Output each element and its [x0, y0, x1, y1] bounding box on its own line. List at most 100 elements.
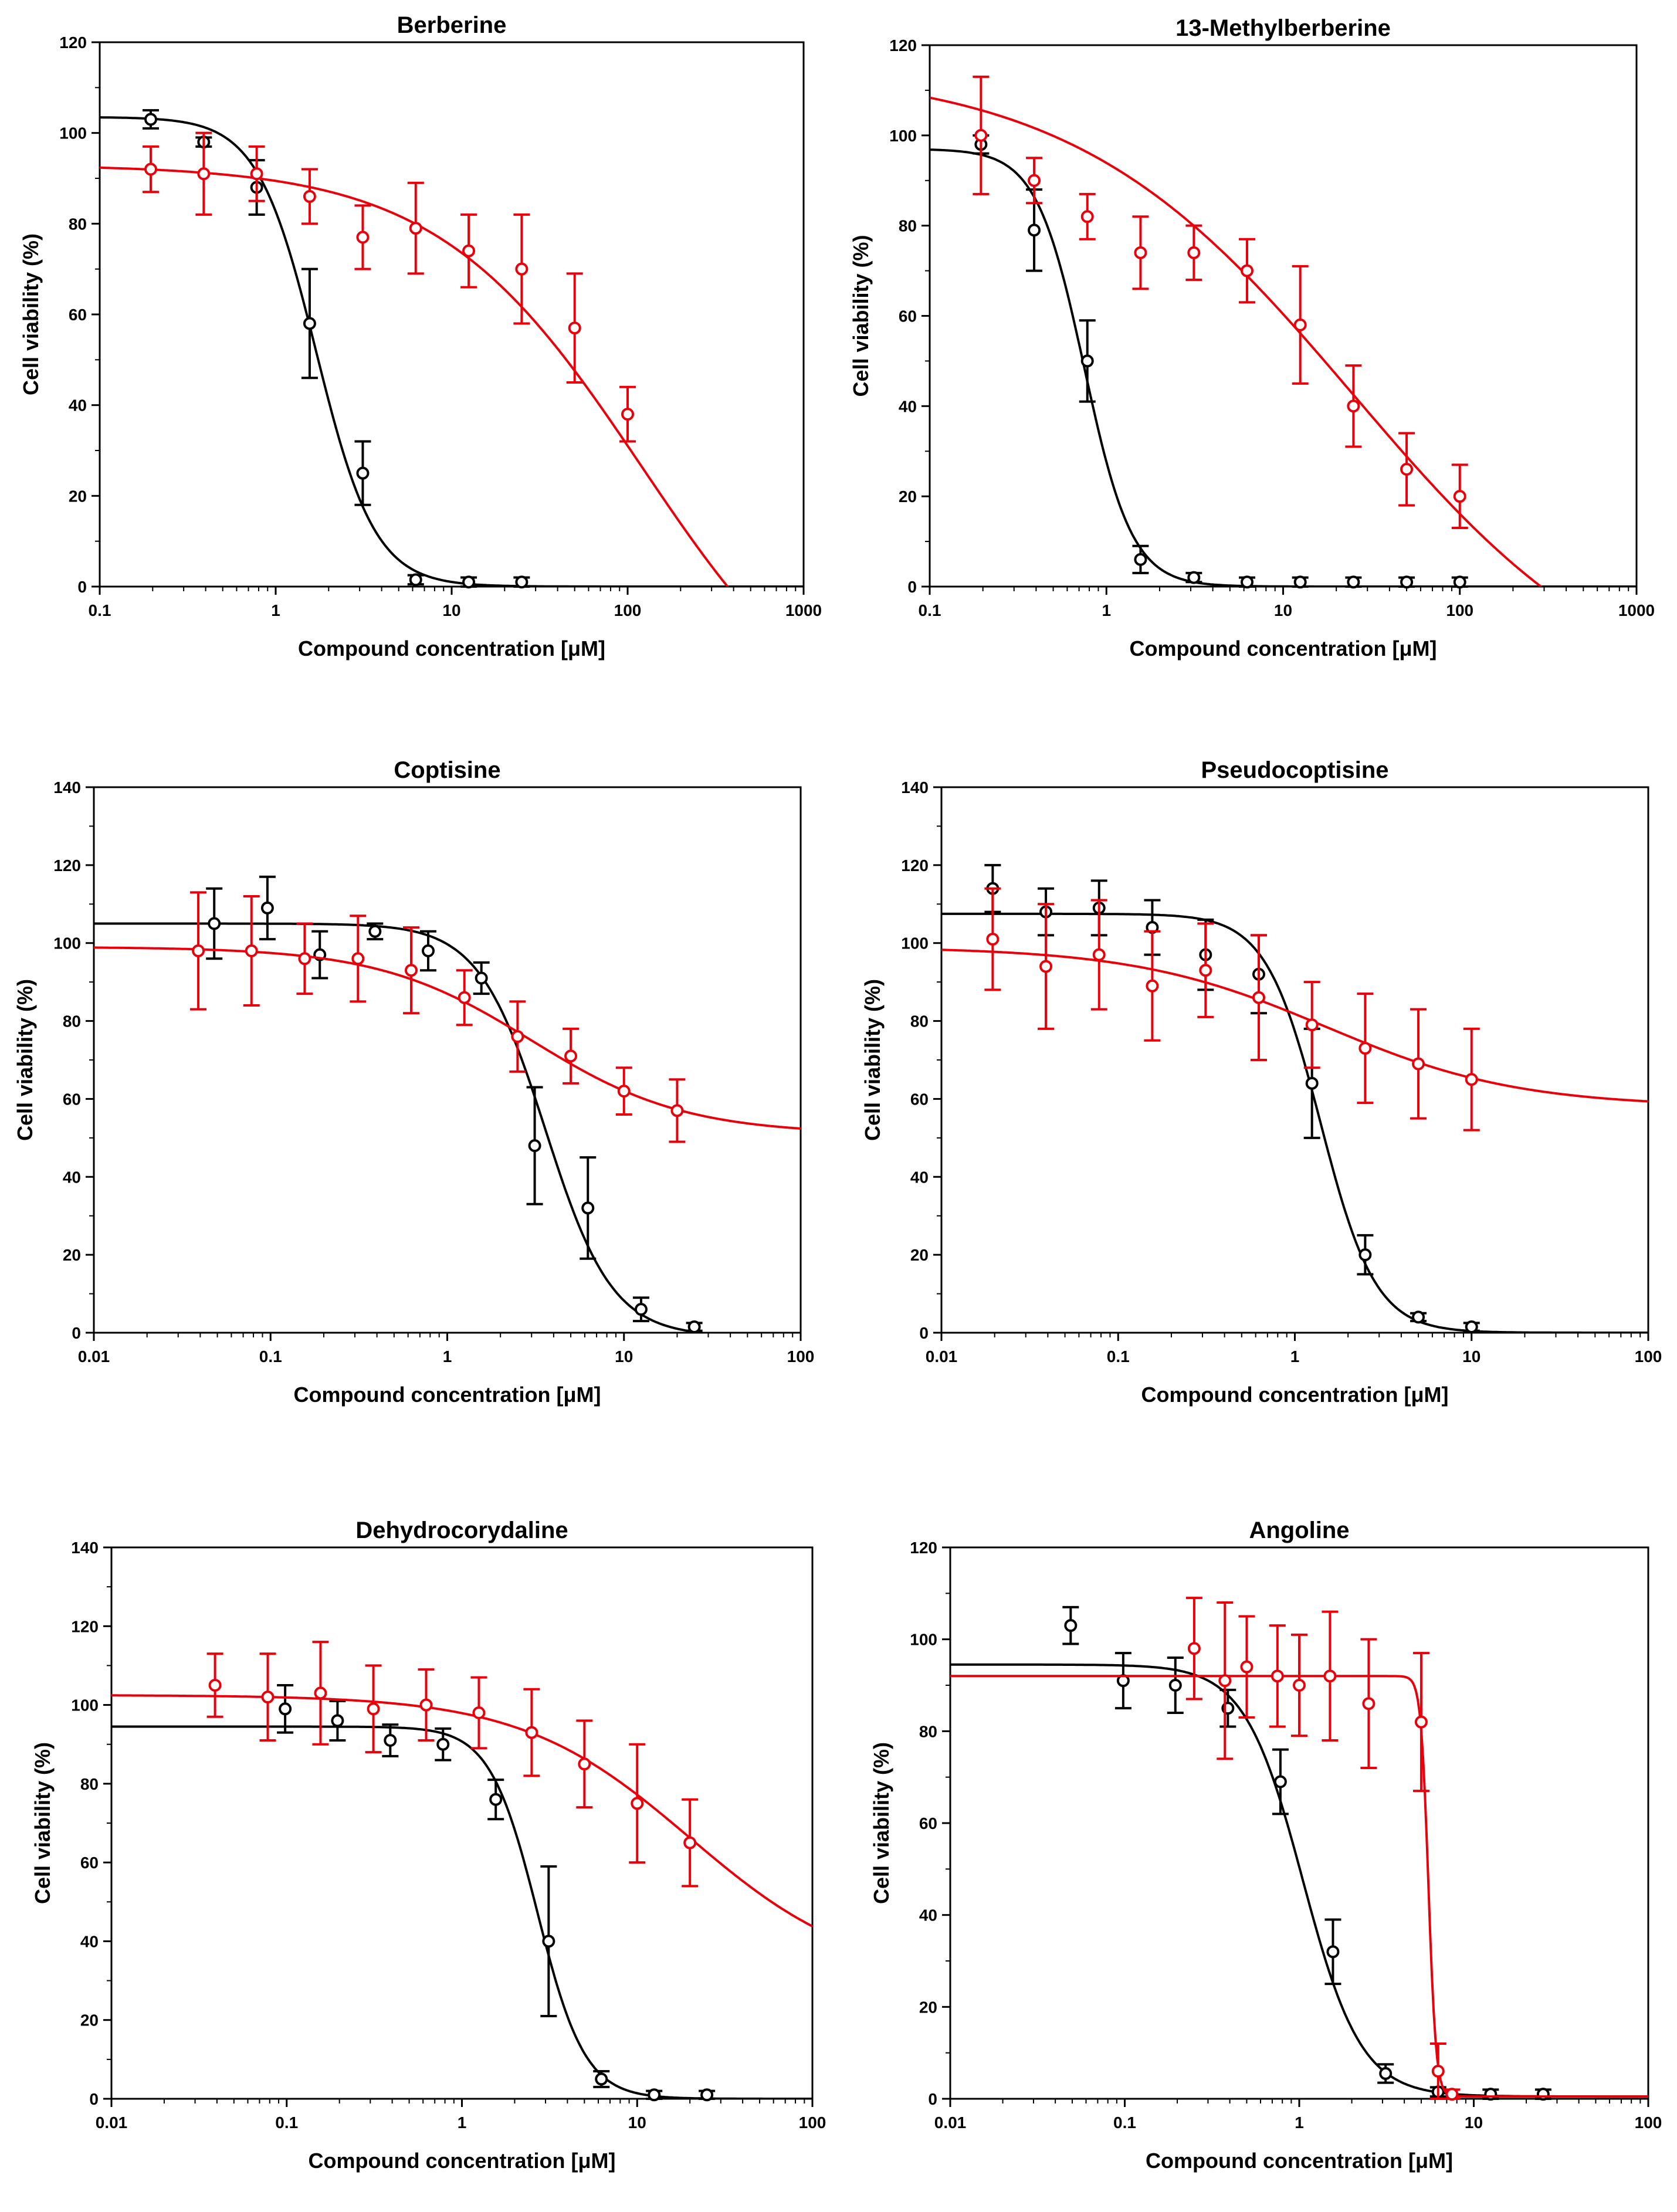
x-tick-label: 0.01: [934, 2113, 967, 2132]
fit-curve-red: [941, 949, 1648, 1103]
data-point-red: [1293, 1679, 1306, 1692]
plot-frame: [949, 1546, 1649, 2100]
x-tick-label: 10: [442, 601, 460, 619]
y-tick-label: 20: [919, 1998, 937, 2016]
x-tick-label: 0.01: [96, 2113, 128, 2132]
x-tick-label: 1: [458, 2113, 467, 2132]
plot-frame: [940, 786, 1649, 1334]
y-tick-label: 0: [72, 1324, 81, 1342]
data-point-red: [250, 167, 263, 181]
data-point-black: [208, 917, 221, 930]
y-tick-label: 80: [899, 217, 917, 235]
y-tick-label: 0: [907, 578, 917, 596]
data-point-red: [1080, 210, 1094, 223]
series-red: [941, 887, 1648, 1132]
data-point-red: [298, 952, 311, 966]
x-tick-label: 100: [1635, 2113, 1662, 2132]
data-point-red: [367, 1702, 380, 1716]
data-point-red: [197, 167, 211, 181]
data-point-black: [515, 575, 528, 589]
data-point-black: [436, 1737, 450, 1751]
data-point-red: [1240, 1660, 1253, 1674]
y-tick-label: 60: [910, 1090, 929, 1108]
x-axis-label: Compound concentration [μM]: [1141, 1383, 1449, 1407]
chart-title: Coptisine: [394, 757, 500, 783]
data-point-red: [621, 408, 634, 421]
y-tick-label: 80: [910, 1012, 929, 1031]
data-point-black: [409, 573, 422, 587]
data-point-black: [260, 901, 274, 914]
fit-curve-black: [111, 1725, 812, 2099]
chart-panel-5: Dehydrocorydaline 0 20 40 60 80 100 120 140 0.01 0…: [31, 1517, 826, 2173]
y-axis-label: Cell viability (%): [19, 233, 43, 395]
data-point-red: [1187, 246, 1201, 259]
data-point-black: [475, 971, 488, 985]
data-point-black: [595, 2072, 608, 2086]
x-tick-label: 1: [1290, 1347, 1300, 1366]
y-tick-label: 60: [919, 1814, 937, 1832]
data-point-black: [1453, 575, 1466, 589]
data-point-black: [1465, 1320, 1478, 1334]
plot-frame: [99, 41, 805, 588]
data-point-red: [1445, 2088, 1459, 2101]
data-point-red: [1252, 991, 1266, 1004]
y-tick-label: 40: [910, 1168, 929, 1186]
x-tick-label: 0.1: [1107, 1347, 1130, 1366]
x-tick-label: 0.1: [89, 601, 111, 619]
y-tick-label: 40: [63, 1168, 81, 1186]
fit-curve-black: [930, 148, 1637, 587]
y-tick-label: 120: [889, 36, 917, 55]
x-tick-label: 10: [628, 2113, 646, 2132]
data-point-red: [303, 189, 316, 203]
data-point-red: [1465, 1073, 1478, 1086]
x-tick-label: 10: [615, 1347, 633, 1366]
data-point-black: [489, 1793, 503, 1806]
data-point-red: [419, 1698, 433, 1712]
chart-title: Berberine: [397, 12, 507, 38]
data-point-red: [683, 1836, 697, 1849]
data-point-black: [1536, 2088, 1550, 2101]
chart-panel-1: Berberine 0 20 40 60 80 100 120 0.1 1 10 100 1000 Com…: [19, 12, 822, 660]
plot-frame: [93, 786, 802, 1334]
x-tick-label: 1: [1295, 2113, 1304, 2132]
data-point-red: [1134, 246, 1147, 259]
x-tick-label: 0.1: [275, 2113, 298, 2132]
x-axis-label: Compound concentration [μM]: [1130, 636, 1437, 660]
y-tick-label: 80: [63, 1012, 81, 1031]
y-tick-label: 120: [71, 1617, 99, 1635]
data-point-black: [421, 944, 435, 957]
data-point-red: [1187, 1642, 1201, 1655]
y-tick-label: 20: [69, 487, 87, 505]
series-red: [94, 891, 801, 1143]
data-point-black: [462, 575, 476, 589]
data-point-black: [1305, 1076, 1319, 1090]
data-point-black: [634, 1303, 648, 1316]
x-tick-label: 1: [443, 1347, 452, 1366]
x-tick-label: 10: [1465, 2113, 1483, 2132]
data-point-black: [1241, 575, 1254, 589]
data-point-black: [700, 2088, 714, 2102]
y-tick-label: 60: [69, 306, 87, 324]
chart-title: Angoline: [1249, 1517, 1349, 1543]
data-point-black: [356, 466, 370, 480]
series-black: [941, 863, 1648, 1334]
x-tick-label: 0.01: [926, 1347, 958, 1366]
data-point-red: [1241, 264, 1254, 277]
y-tick-label: 100: [53, 934, 81, 953]
data-point-red: [208, 1679, 222, 1692]
y-tick-label: 120: [59, 33, 87, 52]
y-tick-label: 20: [80, 2011, 99, 2030]
data-point-black: [1412, 1310, 1425, 1324]
data-point-black: [1358, 1248, 1372, 1262]
data-point-black: [1168, 1679, 1182, 1692]
data-point-red: [458, 991, 471, 1004]
y-tick-label: 100: [910, 1631, 937, 1649]
data-point-red: [974, 128, 988, 142]
data-point-black: [279, 1702, 292, 1716]
data-point-red: [356, 231, 370, 244]
x-tick-label: 10: [1274, 601, 1292, 619]
data-point-black: [542, 1935, 555, 1948]
x-axis-label: Compound concentration [μM]: [298, 636, 605, 660]
data-point-black: [687, 1320, 701, 1334]
